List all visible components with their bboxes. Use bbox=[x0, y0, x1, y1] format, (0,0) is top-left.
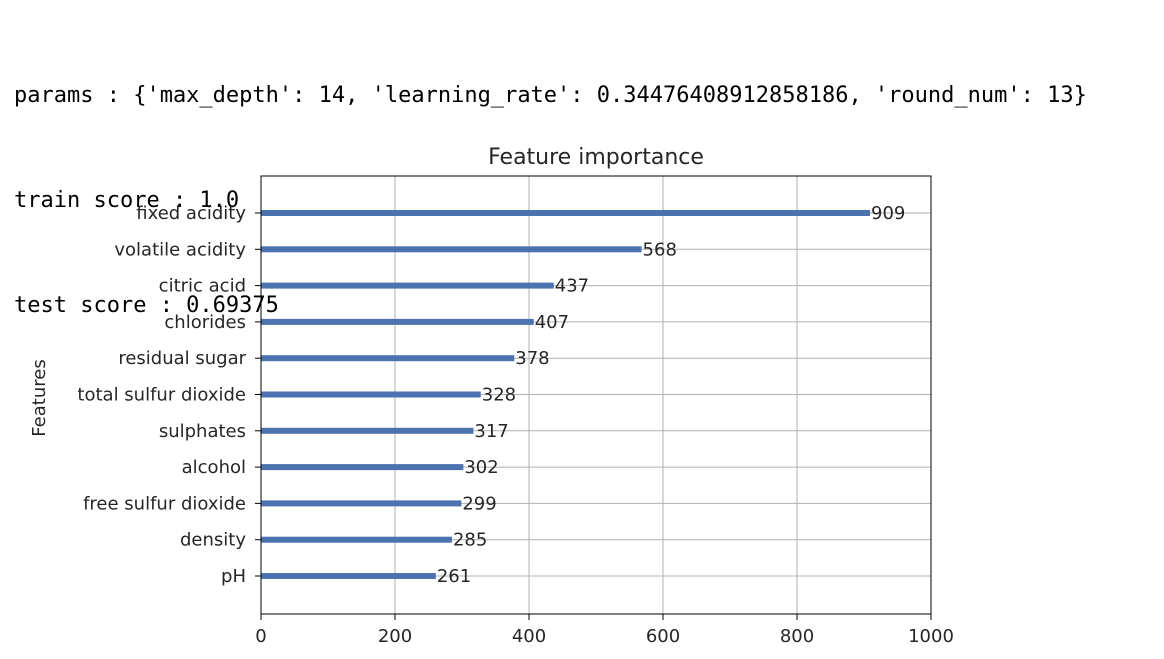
x-tick-label: 0 bbox=[255, 626, 266, 647]
y-tick-label: total sulfur dioxide bbox=[77, 385, 246, 406]
y-tick-label: residual sugar bbox=[118, 348, 246, 369]
value-label: 317 bbox=[474, 421, 508, 442]
y-tick-label: volatile acidity bbox=[114, 239, 246, 260]
bar bbox=[261, 536, 452, 543]
value-label: 261 bbox=[437, 566, 471, 587]
chart-svg: 0 200 400 600 800 1000 fixed acidity 909 volatil… bbox=[29, 145, 954, 647]
chart-title: Feature importance bbox=[488, 145, 704, 170]
bar bbox=[261, 573, 436, 579]
test-score-line: test score : 0.69375 bbox=[14, 293, 279, 318]
value-label: 437 bbox=[555, 276, 589, 297]
bar bbox=[261, 246, 642, 253]
feature-importance-chart: 0 200 400 600 800 1000 fixed acidity 909 volatil… bbox=[0, 130, 1164, 654]
y-tick-label: density bbox=[180, 530, 246, 551]
bar bbox=[261, 500, 462, 507]
x-tick-label: 1000 bbox=[908, 626, 954, 647]
value-label: 407 bbox=[535, 312, 569, 333]
value-label: 378 bbox=[515, 348, 549, 369]
bars bbox=[261, 210, 871, 579]
value-label: 328 bbox=[482, 385, 516, 406]
y-axis-label: Features bbox=[29, 359, 50, 436]
ticks: 0 200 400 600 800 1000 fixed acidity 909 volatil… bbox=[77, 203, 953, 647]
x-tick-label: 400 bbox=[512, 626, 546, 647]
bar bbox=[261, 282, 554, 289]
x-tick-label: 800 bbox=[780, 626, 814, 647]
y-tick-label: chlorides bbox=[164, 312, 246, 333]
value-label: 302 bbox=[464, 457, 498, 478]
x-tick-label: 600 bbox=[646, 626, 680, 647]
y-tick-label: sulphates bbox=[159, 421, 246, 442]
params-line: params : {'max_depth': 14, 'learning_rat… bbox=[14, 83, 1087, 108]
y-tick-label: citric acid bbox=[159, 276, 246, 297]
train-score-line: train score : 1.0 bbox=[14, 188, 240, 213]
bar bbox=[261, 318, 534, 325]
value-label: 568 bbox=[643, 239, 677, 260]
value-label: 299 bbox=[462, 493, 496, 514]
bar bbox=[261, 464, 464, 471]
bar bbox=[261, 210, 871, 216]
value-label: 909 bbox=[871, 203, 905, 224]
y-tick-label: pH bbox=[221, 566, 246, 587]
bar bbox=[261, 391, 481, 398]
y-tick-label: fixed acidity bbox=[136, 203, 246, 224]
cell-output: params : {'max_depth': 14, 'learning_rat… bbox=[14, 8, 1087, 358]
y-tick-label: alcohol bbox=[182, 457, 246, 478]
bar bbox=[261, 427, 474, 434]
x-tick-label: 200 bbox=[378, 626, 412, 647]
y-tick-label: free sulfur dioxide bbox=[83, 493, 246, 514]
bar bbox=[261, 355, 515, 362]
value-label: 285 bbox=[453, 530, 487, 551]
